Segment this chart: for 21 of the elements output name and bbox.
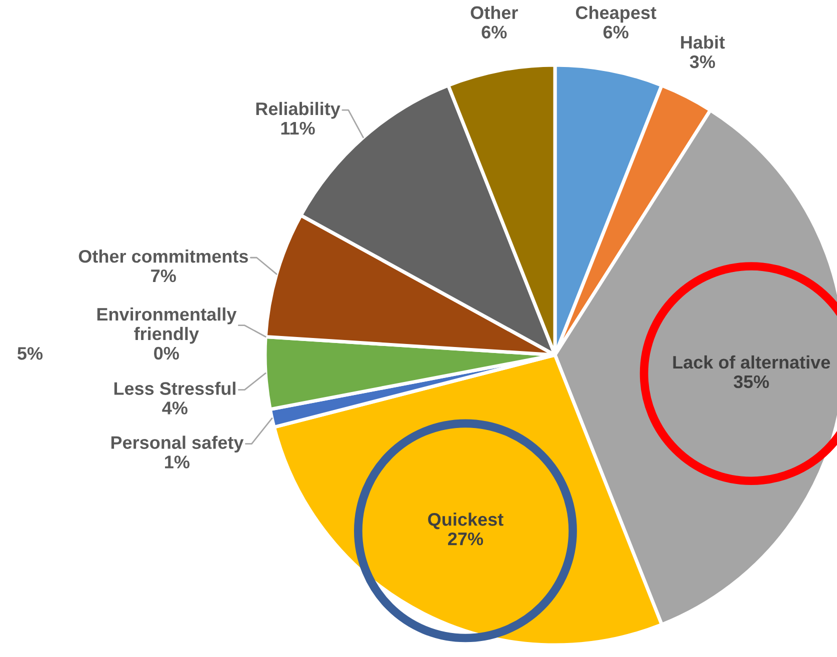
data-label: 3% bbox=[690, 55, 716, 68]
slice-label: Less Stressful bbox=[114, 382, 236, 395]
data-label: 35% bbox=[734, 375, 769, 388]
slice-label: Cheapest bbox=[576, 6, 656, 23]
data-label: 7% bbox=[151, 269, 176, 282]
slice-label: Other bbox=[470, 6, 518, 20]
slice-label: Other commitments bbox=[78, 249, 248, 263]
data-label: 1% bbox=[165, 456, 190, 468]
data-label: 11% bbox=[281, 122, 315, 135]
data-label: 6% bbox=[603, 26, 628, 39]
slice-label: Lack of alternative bbox=[673, 355, 830, 369]
data-label: 4% bbox=[162, 402, 188, 414]
slice-label: Reliability bbox=[256, 102, 340, 119]
data-label: 6% bbox=[482, 26, 507, 39]
text: 5% bbox=[18, 347, 43, 360]
text: 0% bbox=[154, 346, 179, 360]
slice-label: Personal safety bbox=[111, 436, 244, 453]
legend-label: Environmentally friendly bbox=[97, 307, 237, 344]
slice-label: Quickest bbox=[428, 512, 504, 530]
slice-label: Habit bbox=[681, 35, 725, 49]
data-label: 27% bbox=[448, 532, 484, 546]
